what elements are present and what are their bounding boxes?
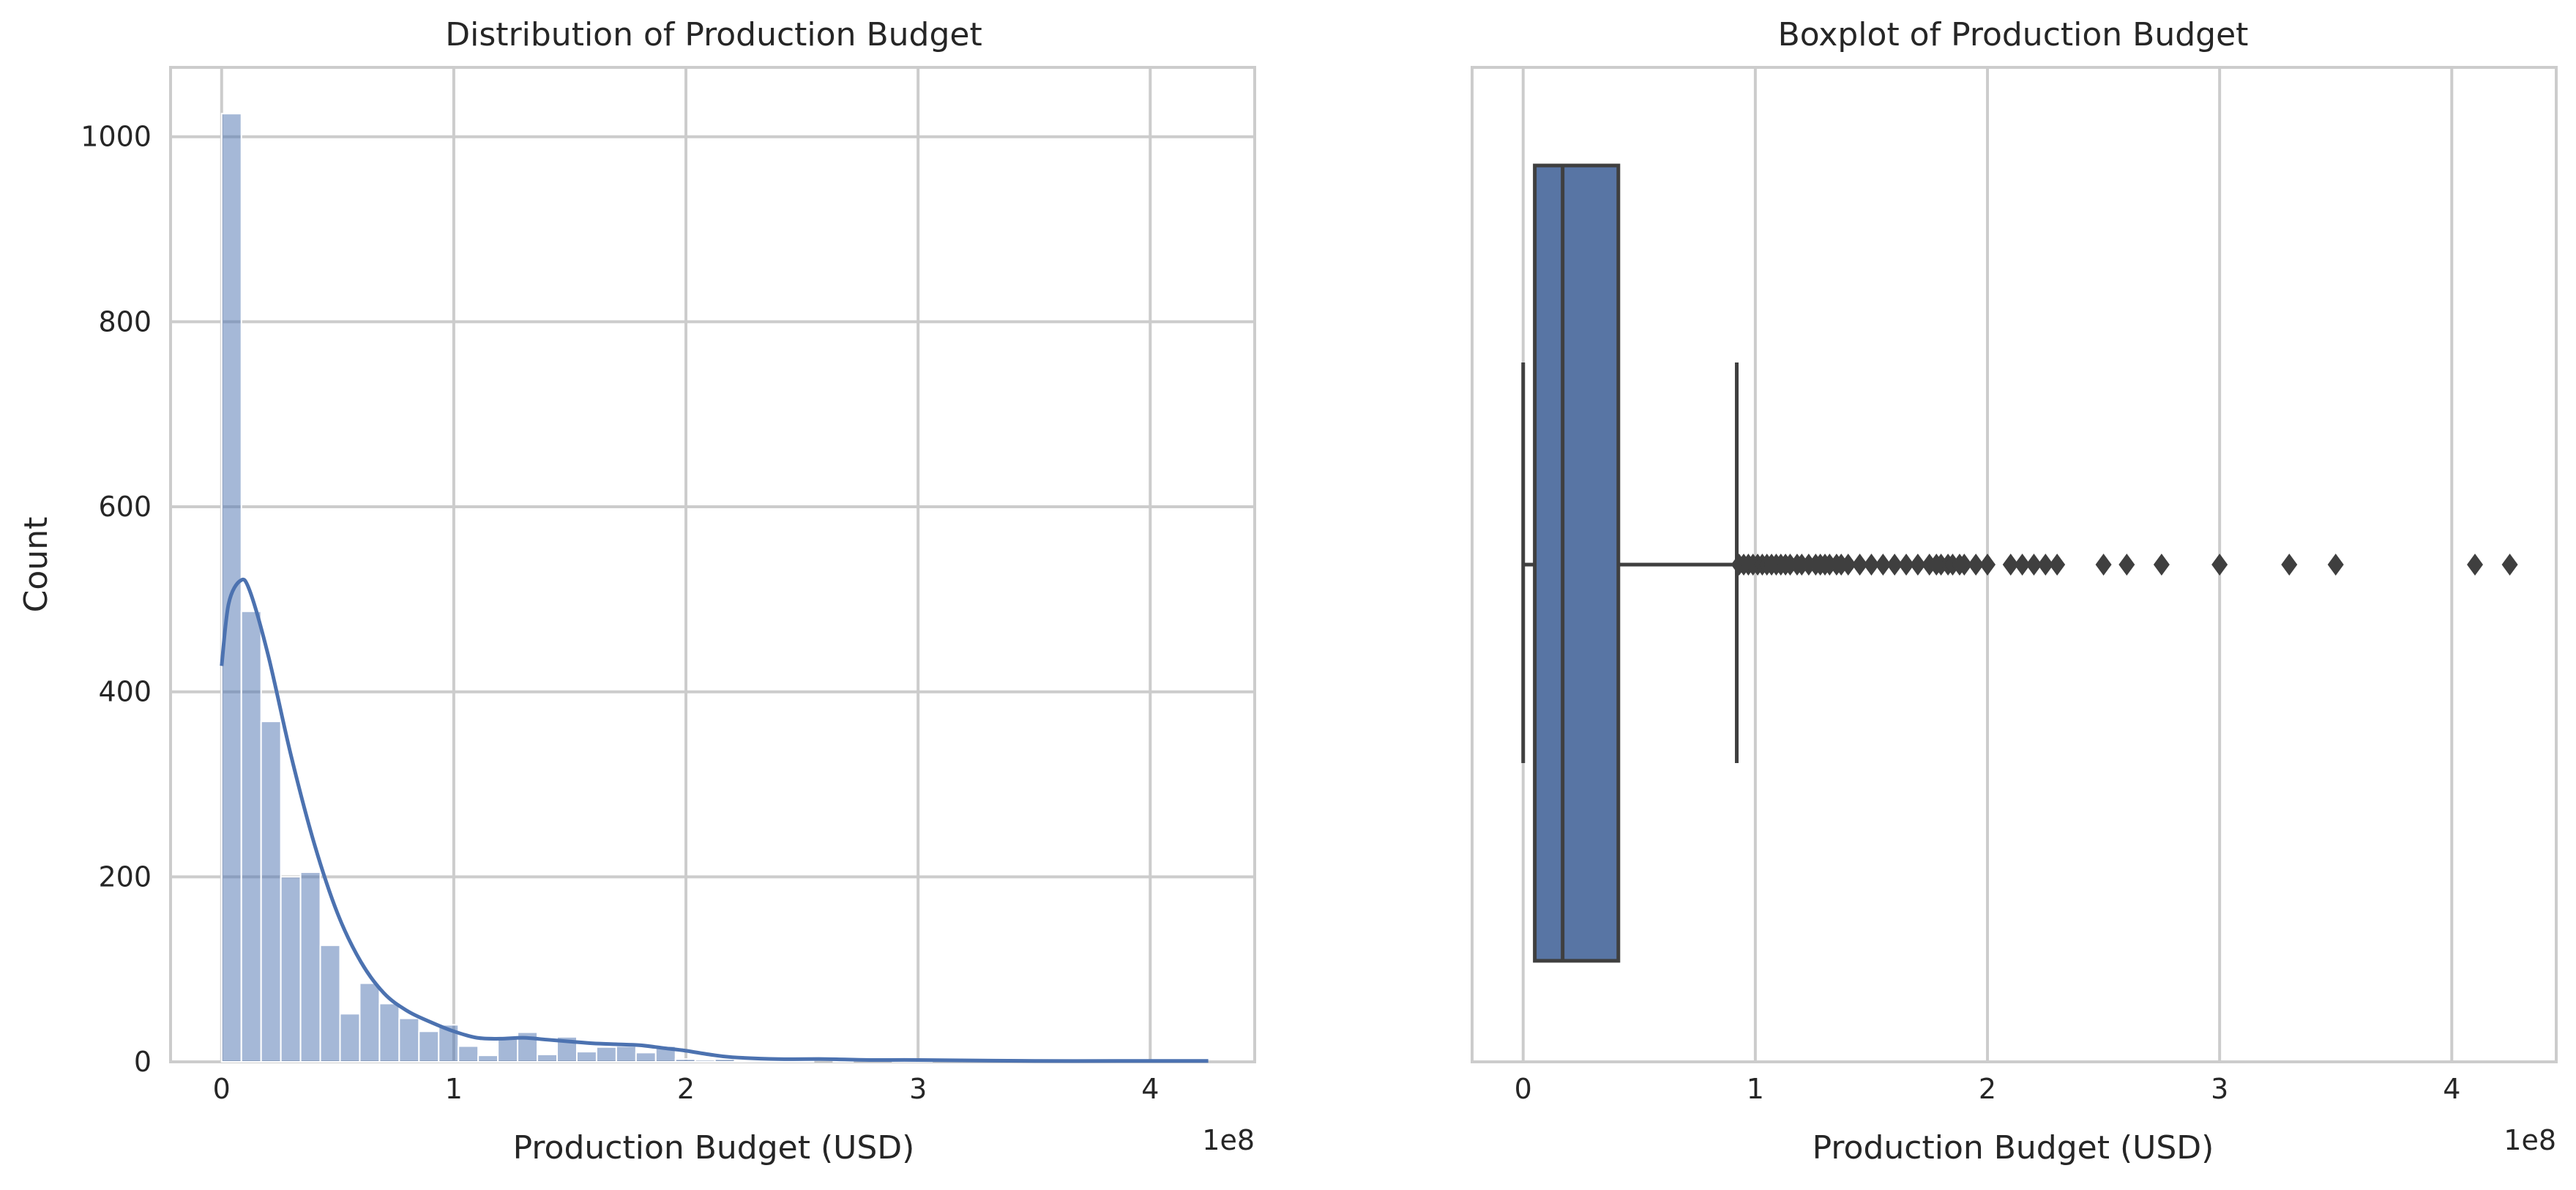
histogram-bar <box>319 944 341 1063</box>
outlier-point <box>2095 554 2112 576</box>
boxplot-x-ticks: 0 1 2 3 4 <box>1515 1073 2461 1105</box>
histogram-bar <box>793 1060 815 1063</box>
histogram-x-offset-label: 1e8 <box>1202 1124 1255 1156</box>
histogram-bar <box>615 1045 637 1063</box>
boxplot-title: Boxplot of Production Budget <box>1778 16 2249 53</box>
outlier-point <box>2211 554 2228 576</box>
histogram-bar <box>359 982 381 1063</box>
histogram-y-tick-label: 400 <box>98 676 152 708</box>
histogram-bar <box>733 1060 755 1063</box>
outlier-point <box>1851 554 1868 576</box>
histogram-bar <box>575 1051 597 1063</box>
histogram-bar <box>497 1035 519 1063</box>
outlier-point <box>2327 554 2344 576</box>
outlier-point <box>1909 554 1926 576</box>
histogram-x-tick-label: 4 <box>1141 1073 1159 1105</box>
boxplot-outliers <box>1731 554 2518 576</box>
histogram-bar <box>458 1045 479 1063</box>
histogram-bar <box>753 1060 775 1063</box>
outlier-point <box>2002 554 2019 576</box>
histogram-plot-frame <box>169 66 1256 1063</box>
histogram-bar <box>260 721 282 1063</box>
outlier-point <box>1979 554 1996 576</box>
histogram-x-axis-label: Production Budget (USD) <box>513 1129 915 1167</box>
histogram-x-tick-label: 0 <box>213 1073 231 1105</box>
histogram-x-tick-label: 3 <box>909 1073 927 1105</box>
outlier-point <box>1956 554 1973 576</box>
histogram-y-tick-label: 1000 <box>81 121 152 153</box>
histogram-x-tick-label: 2 <box>677 1073 695 1105</box>
histogram-bar <box>694 1059 716 1063</box>
outlier-point <box>2501 554 2518 576</box>
outlier-point <box>1875 554 1892 576</box>
boxplot-x-tick-label: 2 <box>1979 1073 1996 1105</box>
boxplot-x-tick-label: 1 <box>1747 1073 1764 1105</box>
histogram-bar <box>280 876 302 1063</box>
histogram-bar <box>220 113 242 1063</box>
histogram-bar <box>674 1058 696 1063</box>
histogram-bar <box>398 1017 420 1063</box>
boxplot-x-tick-label: 4 <box>2443 1073 2460 1105</box>
histogram-bar <box>595 1046 617 1063</box>
boxplot-x-tick-label: 0 <box>1515 1073 1532 1105</box>
histogram-bar <box>714 1058 736 1063</box>
histogram-bar <box>339 1013 361 1063</box>
kde-curve <box>220 577 1209 1063</box>
histogram-x-ticks: 0 1 2 3 4 <box>213 1073 1160 1105</box>
interquartile-box <box>1533 163 1621 963</box>
outlier-point <box>1886 554 1903 576</box>
outlier-point <box>1968 554 1985 576</box>
outlier-point <box>1840 554 1856 576</box>
histogram-x-tick-label: 1 <box>445 1073 463 1105</box>
boxplot-x-axis-label: Production Budget (USD) <box>1812 1129 2214 1167</box>
histogram-bar <box>378 1003 400 1063</box>
histogram-y-tick-label: 600 <box>98 491 152 523</box>
outlier-point <box>2037 554 2054 576</box>
outlier-point <box>2026 554 2042 576</box>
boxplot-panel: Boxplot of Production Budget 0 1 2 3 4 Produ… <box>1471 16 2558 1167</box>
histogram-bar <box>240 610 262 1063</box>
outlier-point <box>2118 554 2135 576</box>
histogram-y-tick-label: 800 <box>98 305 152 338</box>
outlier-point <box>2049 554 2066 576</box>
outlier-point <box>2153 554 2170 576</box>
histogram-y-tick-label: 0 <box>134 1046 152 1078</box>
outlier-point <box>1863 554 1880 576</box>
histogram-bars <box>220 113 1051 1063</box>
histogram-bar <box>477 1055 499 1063</box>
boxplot-x-offset-label: 1e8 <box>2504 1124 2556 1156</box>
histogram-title: Distribution of Production Budget <box>445 16 982 53</box>
histogram-y-ticks: 0 200 400 600 800 1000 <box>81 121 152 1078</box>
boxplot-box <box>1521 163 1739 963</box>
outlier-point <box>2014 554 2031 576</box>
outlier-point <box>2467 554 2484 576</box>
histogram-bar <box>537 1053 559 1063</box>
histogram-y-axis-label: Count <box>18 517 55 613</box>
histogram-bar <box>635 1052 657 1063</box>
histogram-y-tick-label: 200 <box>98 860 152 893</box>
outlier-point <box>2281 554 2298 576</box>
outlier-point <box>1898 554 1915 576</box>
histogram-bar <box>418 1030 440 1063</box>
boxplot-x-tick-label: 3 <box>2211 1073 2228 1105</box>
histogram-bar <box>773 1060 795 1063</box>
histogram-bar <box>299 871 321 1063</box>
